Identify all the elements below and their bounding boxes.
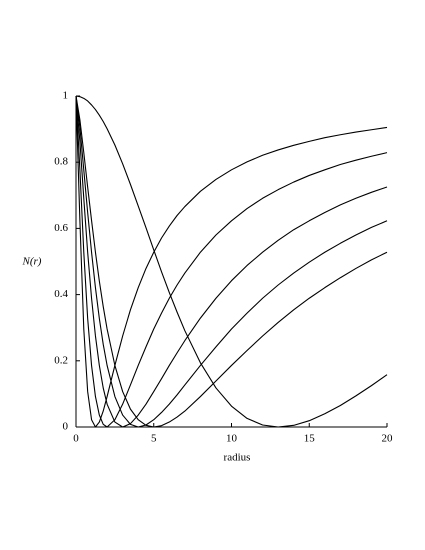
line-series (75, 95, 388, 428)
y-tick-label: 1 (63, 90, 69, 102)
line-series (75, 95, 388, 428)
y-tick-label: 0 (63, 421, 69, 433)
y-tick-label: 0.4 (54, 288, 68, 300)
x-tick-label: 15 (304, 433, 316, 445)
y-tick-label: 0.2 (54, 354, 68, 366)
y-tick-label: 0.8 (54, 156, 68, 168)
x-tick-label: 0 (73, 433, 79, 445)
line-series (75, 95, 388, 428)
x-tick-label: 5 (151, 433, 157, 445)
x-axis-label: radius (224, 452, 251, 464)
line-series (75, 95, 388, 428)
x-tick-label: 10 (226, 433, 238, 445)
y-tick-label: 0.6 (54, 222, 68, 234)
line-series (75, 95, 388, 428)
line-series (75, 95, 388, 428)
x-tick-label: 20 (382, 433, 394, 445)
y-axis-label: N(r) (22, 256, 42, 268)
